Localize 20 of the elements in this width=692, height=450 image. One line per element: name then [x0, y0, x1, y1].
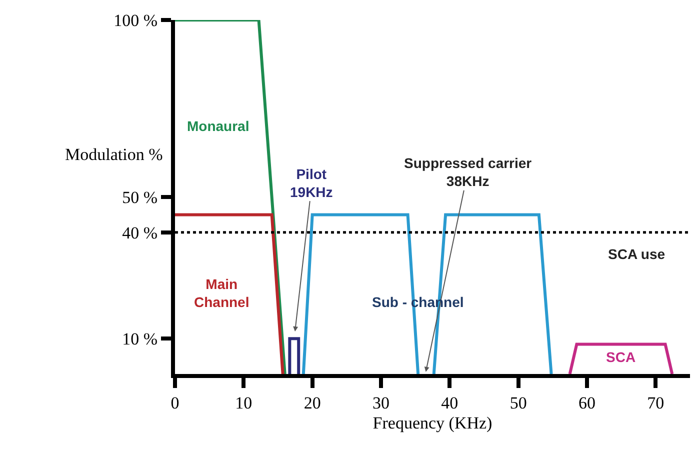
- annotation: SCA: [606, 349, 636, 365]
- annotation: Suppressed carrier 38KHz: [404, 155, 532, 190]
- x-tick-label: 40: [441, 393, 458, 412]
- y-tick-label: 40 %: [122, 223, 158, 242]
- x-tick-label: 70: [647, 393, 664, 412]
- x-tick-label: 30: [372, 393, 390, 412]
- x-tick-label: 60: [578, 393, 596, 412]
- y-axis-title: Modulation %: [65, 145, 163, 164]
- x-tick-label: 10: [235, 393, 252, 412]
- annotation: Pilot 19KHz: [290, 166, 333, 200]
- y-tick-label: 10 %: [122, 330, 158, 349]
- y-tick-label: 50 %: [122, 188, 158, 207]
- ref-line-label: SCA use: [608, 246, 666, 262]
- x-tick-label: 0: [170, 393, 180, 412]
- annotation: Main Channel: [194, 276, 250, 310]
- x-tick-label: 20: [304, 393, 321, 412]
- y-tick-label: 100 %: [114, 10, 158, 30]
- x-axis-title: Frequency (KHz): [372, 413, 492, 432]
- annotation: Monaural: [187, 118, 250, 134]
- x-tick-label: 50: [510, 393, 527, 412]
